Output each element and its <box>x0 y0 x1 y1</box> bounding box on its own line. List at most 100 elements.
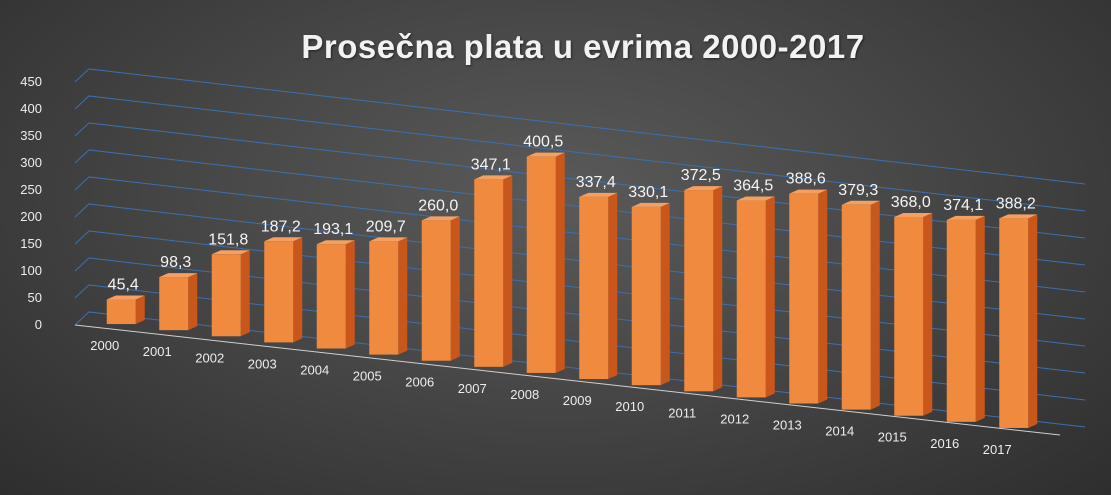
bar <box>526 152 565 373</box>
x-tick-label: 2016 <box>930 436 959 451</box>
x-tick-label: 2012 <box>720 411 749 426</box>
bar-top <box>421 216 460 221</box>
bar-top <box>264 237 303 242</box>
bar-side <box>870 200 880 410</box>
bar-top <box>631 202 670 207</box>
bar-front <box>789 193 819 404</box>
bar <box>211 250 250 337</box>
bar-side <box>608 192 618 380</box>
data-label: 400,5 <box>523 134 563 151</box>
bar-front <box>841 204 871 410</box>
bar-front <box>894 217 924 416</box>
bar <box>369 237 408 355</box>
x-axis-ticks: 2000 2001 2002 2003 2004 2005 2006 2007 2008 2009… <box>90 338 1011 457</box>
bar-front <box>159 277 189 331</box>
x-tick-label: 2014 <box>825 424 854 439</box>
bar-side <box>503 175 513 367</box>
data-label: 193,1 <box>313 221 353 238</box>
bar-side <box>188 273 198 331</box>
bar-top <box>894 213 933 218</box>
bar <box>316 240 355 349</box>
bar-front <box>999 218 1029 428</box>
x-tick-label: 2005 <box>353 369 382 384</box>
data-label: 364,5 <box>733 178 773 195</box>
bar-top <box>106 295 145 300</box>
bar-top <box>211 250 250 255</box>
x-tick-label: 2004 <box>300 363 329 378</box>
grid-lines <box>74 68 1086 436</box>
bar <box>736 196 775 398</box>
bar-front <box>369 241 399 355</box>
data-label: 45,4 <box>108 277 139 294</box>
data-label: 388,2 <box>996 195 1036 212</box>
bar <box>264 237 303 343</box>
bar <box>789 189 828 404</box>
data-label: 368,0 <box>891 194 931 211</box>
bar-side <box>713 186 723 392</box>
data-label: 330,1 <box>628 184 668 201</box>
bar <box>106 295 145 325</box>
x-tick-label: 2010 <box>615 399 644 414</box>
x-axis-line <box>74 324 1061 436</box>
bar-top <box>474 175 513 180</box>
bar-top <box>526 152 565 157</box>
x-tick-label: 2001 <box>143 344 172 359</box>
x-tick-label: 2008 <box>510 387 539 402</box>
bar-top <box>369 237 408 242</box>
y-tick-label: 300 <box>20 155 42 170</box>
bar-top <box>789 189 828 194</box>
bar-top <box>579 192 618 197</box>
bar-side <box>293 237 303 343</box>
x-tick-label: 2017 <box>983 442 1012 457</box>
y-tick-label: 400 <box>20 101 42 116</box>
y-tick-label: 450 <box>20 74 42 89</box>
bar-side <box>135 295 145 325</box>
data-label: 98,3 <box>160 254 191 271</box>
x-tick-label: 2011 <box>668 405 696 420</box>
bar <box>474 175 513 367</box>
bar-side <box>398 237 408 355</box>
data-label: 209,7 <box>366 218 406 235</box>
bar-front <box>736 200 766 398</box>
bar-top <box>159 273 198 278</box>
bar-front <box>211 254 241 337</box>
bars <box>106 152 1038 428</box>
y-tick-label: 200 <box>20 209 42 224</box>
bar-side <box>345 240 355 349</box>
x-tick-label: 2009 <box>563 393 592 408</box>
bar-front <box>631 206 661 386</box>
x-tick-label: 2006 <box>405 375 434 390</box>
bar-front <box>526 156 556 373</box>
bar <box>841 200 880 410</box>
bar-side <box>240 250 250 337</box>
y-tick-label: 150 <box>20 236 42 251</box>
x-tick-label: 2003 <box>248 356 277 371</box>
bar-top <box>316 240 355 245</box>
bar <box>946 215 985 422</box>
bar-side <box>975 215 985 422</box>
bar <box>159 273 198 331</box>
bar <box>421 216 460 361</box>
x-tick-label: 2015 <box>878 430 907 445</box>
data-label: 151,8 <box>208 231 248 248</box>
bar-side <box>765 196 775 398</box>
y-tick-label: 0 <box>35 317 42 332</box>
bar-front <box>474 179 504 367</box>
bar <box>631 202 670 386</box>
chart-title: Prosečna plata u evrima 2000-2017 <box>301 28 865 65</box>
y-axis-ticks: 0 50 100 150 200 250 300 350 400 450 <box>20 74 42 332</box>
data-label: 260,0 <box>418 197 458 214</box>
bar-front <box>264 241 294 343</box>
bar-front <box>946 219 976 422</box>
y-tick-label: 50 <box>28 290 42 305</box>
y-tick-label: 250 <box>20 182 42 197</box>
bar-front <box>684 190 714 392</box>
bar-top <box>999 214 1038 219</box>
y-tick-label: 350 <box>20 128 42 143</box>
bar-top <box>736 196 775 201</box>
x-tick-label: 2002 <box>195 350 224 365</box>
data-label: 374,1 <box>943 197 983 214</box>
bar <box>999 214 1038 428</box>
bar-top <box>841 200 880 205</box>
